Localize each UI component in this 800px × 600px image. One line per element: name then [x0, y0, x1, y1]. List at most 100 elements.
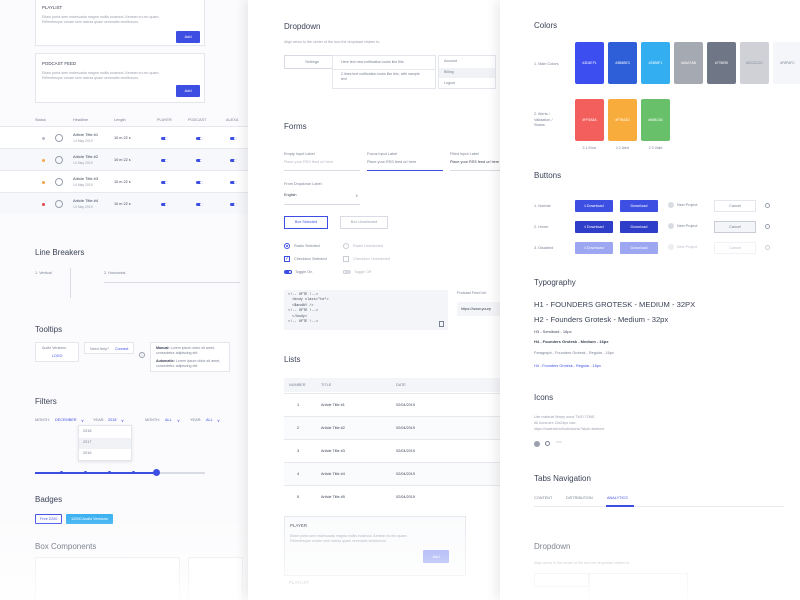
distribution-toggle[interactable]	[230, 137, 237, 140]
cancel-button[interactable]: Cancel	[714, 200, 756, 212]
list-item[interactable]: 4 Article Title #4 02/04/2019	[284, 462, 504, 485]
tab-content[interactable]: CONTENT	[534, 496, 553, 500]
playlist-add-button[interactable]: Add	[176, 31, 200, 43]
list-col-number: NUMBER	[289, 383, 306, 387]
box-selected[interactable]: Box Selected	[284, 216, 328, 229]
dropdown-repeat-button[interactable]	[534, 573, 590, 587]
chevron-down-icon[interactable]: ∨	[217, 419, 220, 423]
toggle-on[interactable]	[284, 270, 292, 274]
color-swatch: #3B6BE3	[608, 42, 637, 84]
col-podcast: PODCAST	[188, 118, 207, 122]
play-icon[interactable]	[55, 134, 63, 142]
distribution-toggle[interactable]	[230, 159, 237, 162]
chevron-down-icon[interactable]: ∨	[81, 419, 84, 423]
chevron-down-icon[interactable]: ∨	[121, 419, 124, 423]
slider-step-dot	[60, 471, 63, 474]
notification-item[interactable]: 2 lines text notification looks like thi…	[341, 72, 420, 82]
table-row[interactable]: Article Title #3 14 May 2019 10 m 22 s	[0, 170, 248, 192]
cancel-button[interactable]: Cancel	[714, 242, 756, 254]
box-unselected[interactable]: Box Unselected	[340, 216, 388, 229]
search-icon[interactable]	[765, 224, 770, 229]
radio-unselected[interactable]	[343, 243, 349, 249]
notification-item[interactable]: Here text new notification looks like th…	[341, 60, 404, 64]
tab-distribution[interactable]: DISTRIBUTION	[566, 496, 593, 500]
language-select[interactable]: English ∨	[284, 193, 360, 205]
copy-icon[interactable]	[439, 321, 444, 327]
podcast-feed-url-input[interactable]: https://www.yourp	[457, 302, 504, 316]
icons-desc-3: https://material.io/tools/icons/?style=t…	[534, 427, 605, 431]
play-icon[interactable]	[55, 200, 63, 208]
search-icon[interactable]	[765, 245, 770, 250]
table-row[interactable]: Article Title #1 14 May 2019 10 m 22 s	[0, 126, 248, 148]
new-project-button[interactable]: New Project	[668, 223, 697, 229]
new-project-button[interactable]: New Project	[668, 202, 697, 208]
year-option[interactable]: 2018	[83, 429, 92, 433]
year-filter-value[interactable]: 2018	[108, 418, 117, 422]
year-option[interactable]: 2016	[83, 451, 92, 455]
embed-code-block[interactable]: <!-- UFTE !--> <body class="te"> <$andAY…	[284, 290, 448, 330]
filled-input[interactable]: Place your RSS feed url here	[450, 160, 504, 171]
distribution-toggle[interactable]	[161, 137, 168, 140]
distribution-toggle[interactable]	[230, 203, 237, 206]
chevron-down-icon: ∨	[355, 194, 358, 198]
chevron-down-icon[interactable]: ∨	[177, 419, 180, 423]
podcast-add-button[interactable]: Add	[176, 85, 200, 97]
new-project-label: New Project	[677, 203, 698, 207]
radio-selected[interactable]	[284, 243, 290, 249]
month2-filter-value[interactable]: ALL	[165, 418, 172, 422]
menu-item-billing[interactable]: Billing	[444, 70, 454, 74]
connect-link[interactable]: Connect	[115, 347, 129, 351]
distribution-toggle[interactable]	[161, 203, 168, 206]
distribution-toggle[interactable]	[196, 137, 203, 140]
list-item[interactable]: 5 Article Title #5 02/04/2019	[284, 485, 504, 508]
menu-item-account[interactable]: Account	[444, 59, 457, 63]
list-item[interactable]: 3 Article Title #3 02/04/2019	[284, 439, 504, 462]
download-button-text[interactable]: Download	[620, 242, 658, 254]
col-length: Length	[114, 118, 126, 122]
menu-item-logout[interactable]: Logout	[444, 81, 455, 85]
distribution-toggle[interactable]	[196, 203, 203, 206]
radio-unselected-label: Radio Unselected	[353, 244, 383, 248]
download-icon: ⭳	[584, 204, 587, 208]
list-item[interactable]: 2 Article Title #2 02/04/2019	[284, 416, 504, 439]
distribution-toggle[interactable]	[196, 159, 203, 162]
list-number: 1	[297, 403, 300, 407]
download-button[interactable]: ⭳ Download	[575, 221, 613, 233]
table-row[interactable]: Article Title #4 14 May 2019 10 m 22 s	[0, 192, 248, 214]
toggle-knob	[288, 270, 292, 274]
tab-analytics[interactable]: ANALYTICS	[607, 496, 628, 500]
manual-label: Manual:	[156, 346, 170, 350]
info-icon[interactable]: i	[139, 352, 145, 358]
download-button[interactable]: ⭳ Download	[575, 200, 613, 212]
download-button-text[interactable]: Download	[620, 221, 658, 233]
search-icon[interactable]	[765, 203, 770, 208]
download-button[interactable]: ⭳ Download	[575, 242, 613, 254]
distribution-toggle[interactable]	[196, 181, 203, 184]
new-project-button[interactable]: New Project	[668, 244, 697, 250]
toggle-off[interactable]	[343, 270, 351, 274]
status-dot	[42, 137, 45, 140]
year2-filter-value[interactable]: ALL	[206, 418, 213, 422]
dropdown-repeat-title: Dropdown	[534, 542, 571, 551]
month-filter-value[interactable]: DECEMBER	[55, 418, 77, 422]
year-option[interactable]: 2017	[83, 440, 92, 444]
focus-input[interactable]: Place your RSS feed url here	[367, 160, 443, 171]
typo-link[interactable]: H4 - Founders Grotesk - Regular - 16px	[534, 364, 601, 368]
cancel-button[interactable]: Cancel	[714, 221, 756, 233]
table-row[interactable]: Article Title #2 14 May 2019 10 m 22 s	[0, 148, 248, 170]
distribution-toggle[interactable]	[230, 181, 237, 184]
play-icon[interactable]	[55, 178, 63, 186]
checkbox-unselected[interactable]	[343, 256, 349, 262]
range-slider-handle[interactable]	[152, 469, 160, 476]
range-slider-track[interactable]	[35, 469, 205, 476]
download-button-text[interactable]: Download	[620, 200, 658, 212]
play-icon[interactable]	[55, 156, 63, 164]
new-project-label: New Project	[677, 245, 698, 249]
distribution-toggle[interactable]	[161, 159, 168, 162]
list-item[interactable]: 1 Article Title #1 02/04/2019	[284, 393, 504, 416]
need-help-tooltip[interactable]: Need Help? Connect	[84, 342, 134, 354]
player-add-button[interactable]: Add	[423, 550, 449, 563]
empty-input[interactable]: Place your RSS feed url here	[284, 160, 360, 171]
distribution-toggle[interactable]	[161, 181, 168, 184]
checkbox-selected[interactable]: ✓	[284, 256, 290, 262]
